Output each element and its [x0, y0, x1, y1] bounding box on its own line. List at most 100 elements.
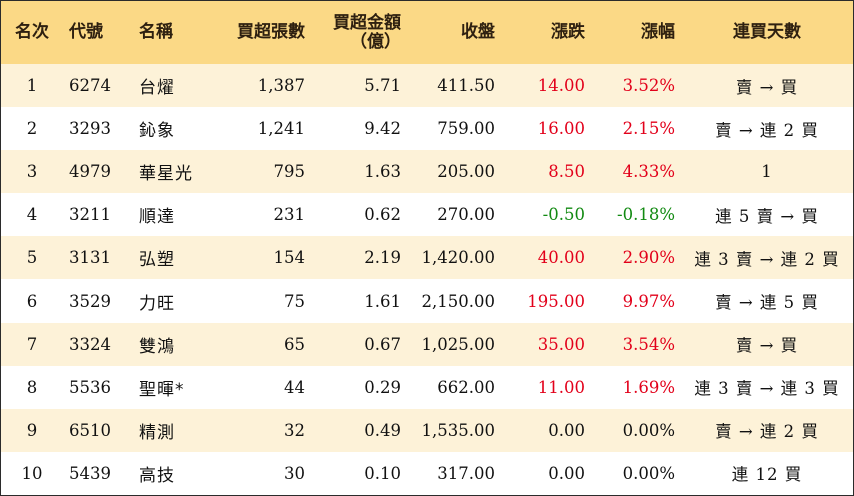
cell-change: 0.00	[548, 463, 585, 483]
cell-name: 聖暉*	[139, 379, 185, 400]
cell-name: 台燿	[139, 78, 175, 99]
cell-rank: 6	[26, 291, 38, 311]
cell-net-buy-amount: 0.49	[364, 420, 401, 440]
cell-rank: 4	[26, 205, 38, 225]
cell-consec-buy-days: 連 3 賣 → 連 3 買	[694, 379, 840, 399]
header-net-buy-amount-line2: （億）	[350, 31, 401, 52]
cell-change-pct: 2.15%	[622, 119, 675, 139]
table-row: 7 3324 雙鴻 65 0.67 1,025.00 35.00 3.54% 賣 → 買	[1, 322, 853, 366]
cell-net-buy-lots: 32	[284, 420, 305, 440]
cell-change: 35.00	[537, 334, 585, 354]
cell-close: 411.50	[437, 76, 495, 96]
cell-net-buy-lots: 231	[273, 205, 306, 225]
cell-consec-buy-days: 賣 → 連 2 買	[715, 120, 819, 140]
cell-code: 3211	[69, 205, 111, 225]
cell-consec-buy-days: 1	[761, 162, 773, 182]
cell-consec-buy-days: 賣 → 買	[735, 77, 799, 97]
cell-change-pct: 1.69%	[622, 377, 675, 397]
cell-net-buy-lots: 154	[273, 248, 306, 268]
cell-change: 14.00	[537, 76, 585, 96]
header-code: 代號	[69, 22, 103, 42]
cell-change-pct: -0.18%	[617, 205, 675, 225]
cell-net-buy-amount: 5.71	[364, 76, 401, 96]
cell-code: 3293	[69, 119, 111, 139]
cell-name: 力旺	[139, 293, 175, 314]
cell-net-buy-lots: 44	[284, 377, 305, 397]
cell-net-buy-amount: 1.61	[364, 291, 401, 311]
cell-net-buy-amount: 0.67	[364, 334, 401, 354]
cell-code: 3529	[69, 291, 111, 311]
cell-net-buy-lots: 75	[284, 291, 305, 311]
cell-code: 4979	[69, 162, 111, 182]
cell-rank: 2	[26, 119, 38, 139]
cell-name: 雙鴻	[139, 336, 175, 357]
table-header: 名次 代號 名稱 買超張數 買超金額 （億） 收盤 漲跌 漲幅 連買天數	[1, 1, 853, 64]
cell-close: 270.00	[437, 205, 495, 225]
cell-close: 662.00	[437, 377, 495, 397]
cell-name: 鈊象	[139, 121, 175, 142]
cell-rank: 9	[26, 420, 38, 440]
cell-change: 11.00	[537, 377, 585, 397]
cell-net-buy-amount: 1.63	[364, 162, 401, 182]
cell-name: 精測	[139, 422, 175, 443]
cell-consec-buy-days: 連 3 賣 → 連 2 買	[694, 249, 840, 269]
cell-change-pct: 9.97%	[622, 291, 675, 311]
table-row: 10 5439 高技 30 0.10 317.00 0.00 0.00% 連 12 買	[1, 451, 853, 495]
cell-rank: 1	[26, 76, 38, 96]
table-row: 4 3211 順達 231 0.62 270.00 -0.50 -0.18% 連 5 賣 → 買	[1, 193, 853, 237]
cell-change: 195.00	[527, 291, 585, 311]
cell-net-buy-amount: 2.19	[364, 248, 401, 268]
table-row: 6 3529 力旺 75 1.61 2,150.00 195.00 9.97% 賣 → 連 5 …	[1, 279, 853, 323]
cell-rank: 3	[26, 162, 38, 182]
table-row: 3 4979 華星光 795 1.63 205.00 8.50 4.33% 1	[1, 150, 853, 194]
cell-change-pct: 4.33%	[622, 162, 675, 182]
cell-close: 1,420.00	[421, 248, 495, 268]
header-name: 名稱	[139, 22, 173, 42]
cell-change: 0.00	[548, 420, 585, 440]
cell-net-buy-lots: 65	[284, 334, 305, 354]
header-net-buy-lots: 買超張數	[237, 22, 305, 42]
cell-name: 華星光	[139, 164, 193, 185]
cell-rank: 10	[21, 463, 43, 483]
cell-change-pct: 3.52%	[622, 76, 675, 96]
table-row: 8 5536 聖暉* 44 0.29 662.00 11.00 1.69% 連 3 賣 → 連 …	[1, 365, 853, 409]
cell-change: -0.50	[542, 205, 585, 225]
header-rank: 名次	[15, 22, 49, 42]
cell-rank: 8	[26, 377, 38, 397]
cell-net-buy-amount: 0.29	[364, 377, 401, 397]
cell-change-pct: 3.54%	[622, 334, 675, 354]
header-close: 收盤	[461, 22, 495, 42]
table-row: 2 3293 鈊象 1,241 9.42 759.00 16.00 2.15% 賣 → 連 2 …	[1, 107, 853, 151]
cell-change-pct: 2.90%	[622, 248, 675, 268]
cell-close: 317.00	[437, 463, 495, 483]
cell-code: 6510	[69, 420, 111, 440]
cell-consec-buy-days: 連 5 賣 → 買	[715, 206, 819, 226]
cell-name: 高技	[139, 465, 175, 486]
cell-code: 5536	[69, 377, 111, 397]
cell-rank: 5	[26, 248, 38, 268]
header-change: 漲跌	[551, 22, 585, 42]
cell-name: 順達	[139, 207, 175, 228]
cell-consec-buy-days: 連 12 買	[731, 465, 803, 485]
cell-close: 205.00	[437, 162, 495, 182]
cell-net-buy-amount: 0.10	[364, 463, 401, 483]
header-net-buy-amount: 買超金額 （億）	[311, 1, 407, 64]
table-row: 1 6274 台燿 1,387 5.71 411.50 14.00 3.52% 賣 → 買	[1, 64, 853, 108]
cell-change-pct: 0.00%	[622, 420, 675, 440]
table-row: 9 6510 精測 32 0.49 1,535.00 0.00 0.00% 賣 → 連 2 買	[1, 408, 853, 452]
cell-name: 弘塑	[139, 250, 175, 271]
header-net-buy-amount-line1: 買超金額	[333, 12, 401, 33]
cell-change: 16.00	[537, 119, 585, 139]
header-row: 名次 代號 名稱 買超張數 買超金額 （億） 收盤 漲跌 漲幅 連買天數	[1, 1, 853, 64]
cell-consec-buy-days: 賣 → 買	[735, 336, 799, 356]
cell-net-buy-amount: 0.62	[364, 205, 401, 225]
header-consec-buy-days: 連買天數	[733, 22, 801, 42]
cell-net-buy-lots: 1,241	[257, 119, 305, 139]
table-row: 5 3131 弘塑 154 2.19 1,420.00 40.00 2.90% 連 3 賣 → …	[1, 236, 853, 280]
cell-code: 5439	[69, 463, 111, 483]
cell-code: 6274	[69, 76, 111, 96]
cell-code: 3131	[69, 248, 111, 268]
cell-rank: 7	[26, 334, 38, 354]
